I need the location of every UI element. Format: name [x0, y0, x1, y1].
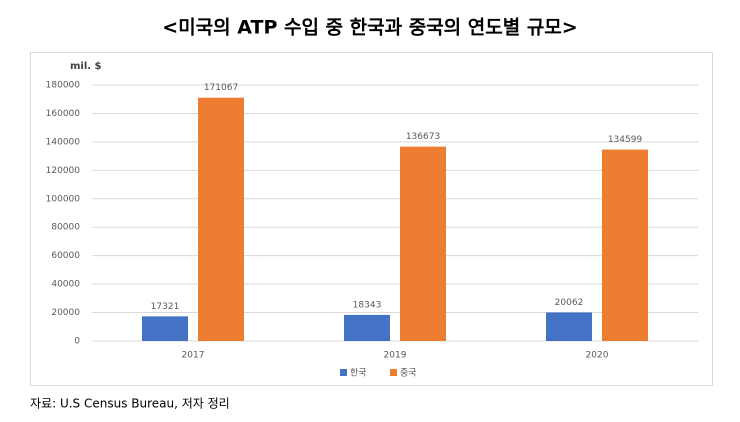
- bar: [602, 149, 648, 341]
- y-tick-label: 80000: [51, 223, 80, 233]
- y-tick-label: 180000: [46, 81, 81, 91]
- value-label: 134599: [608, 135, 643, 145]
- y-tick-label: 60000: [51, 251, 80, 261]
- value-label: 20062: [555, 298, 584, 308]
- value-label: 17321: [151, 302, 180, 312]
- x-tick-label: 2019: [384, 351, 407, 361]
- bar: [400, 146, 446, 341]
- legend-label: 한국: [350, 368, 367, 379]
- x-tick-label: 2017: [182, 351, 205, 361]
- chart-frame: [30, 52, 713, 386]
- value-label: 171067: [204, 83, 238, 93]
- y-tick-label: 20000: [51, 308, 80, 318]
- value-label: 136673: [406, 132, 440, 142]
- y-tick-label: 100000: [46, 194, 81, 204]
- legend-swatch: [340, 369, 347, 376]
- y-tick-label: 140000: [46, 137, 81, 147]
- legend-swatch: [390, 369, 397, 376]
- y-tick-label: 40000: [51, 280, 80, 290]
- y-tick-label: 120000: [46, 166, 81, 176]
- bar: [142, 316, 188, 341]
- y-tick-label: 160000: [46, 109, 81, 119]
- bar: [344, 314, 390, 341]
- chart-title: <미국의 ATP 수입 중 한국과 중국의 연도별 규모>: [162, 17, 577, 39]
- source-note: 자료: U.S Census Bureau, 저자 정리: [30, 397, 230, 411]
- y-axis-label: mil. $: [70, 61, 102, 72]
- bar: [546, 312, 592, 341]
- x-tick-label: 2020: [586, 351, 609, 361]
- legend-label: 중국: [400, 368, 417, 379]
- y-tick-label: 0: [74, 337, 80, 347]
- value-label: 18343: [353, 300, 382, 310]
- bar: [198, 97, 244, 341]
